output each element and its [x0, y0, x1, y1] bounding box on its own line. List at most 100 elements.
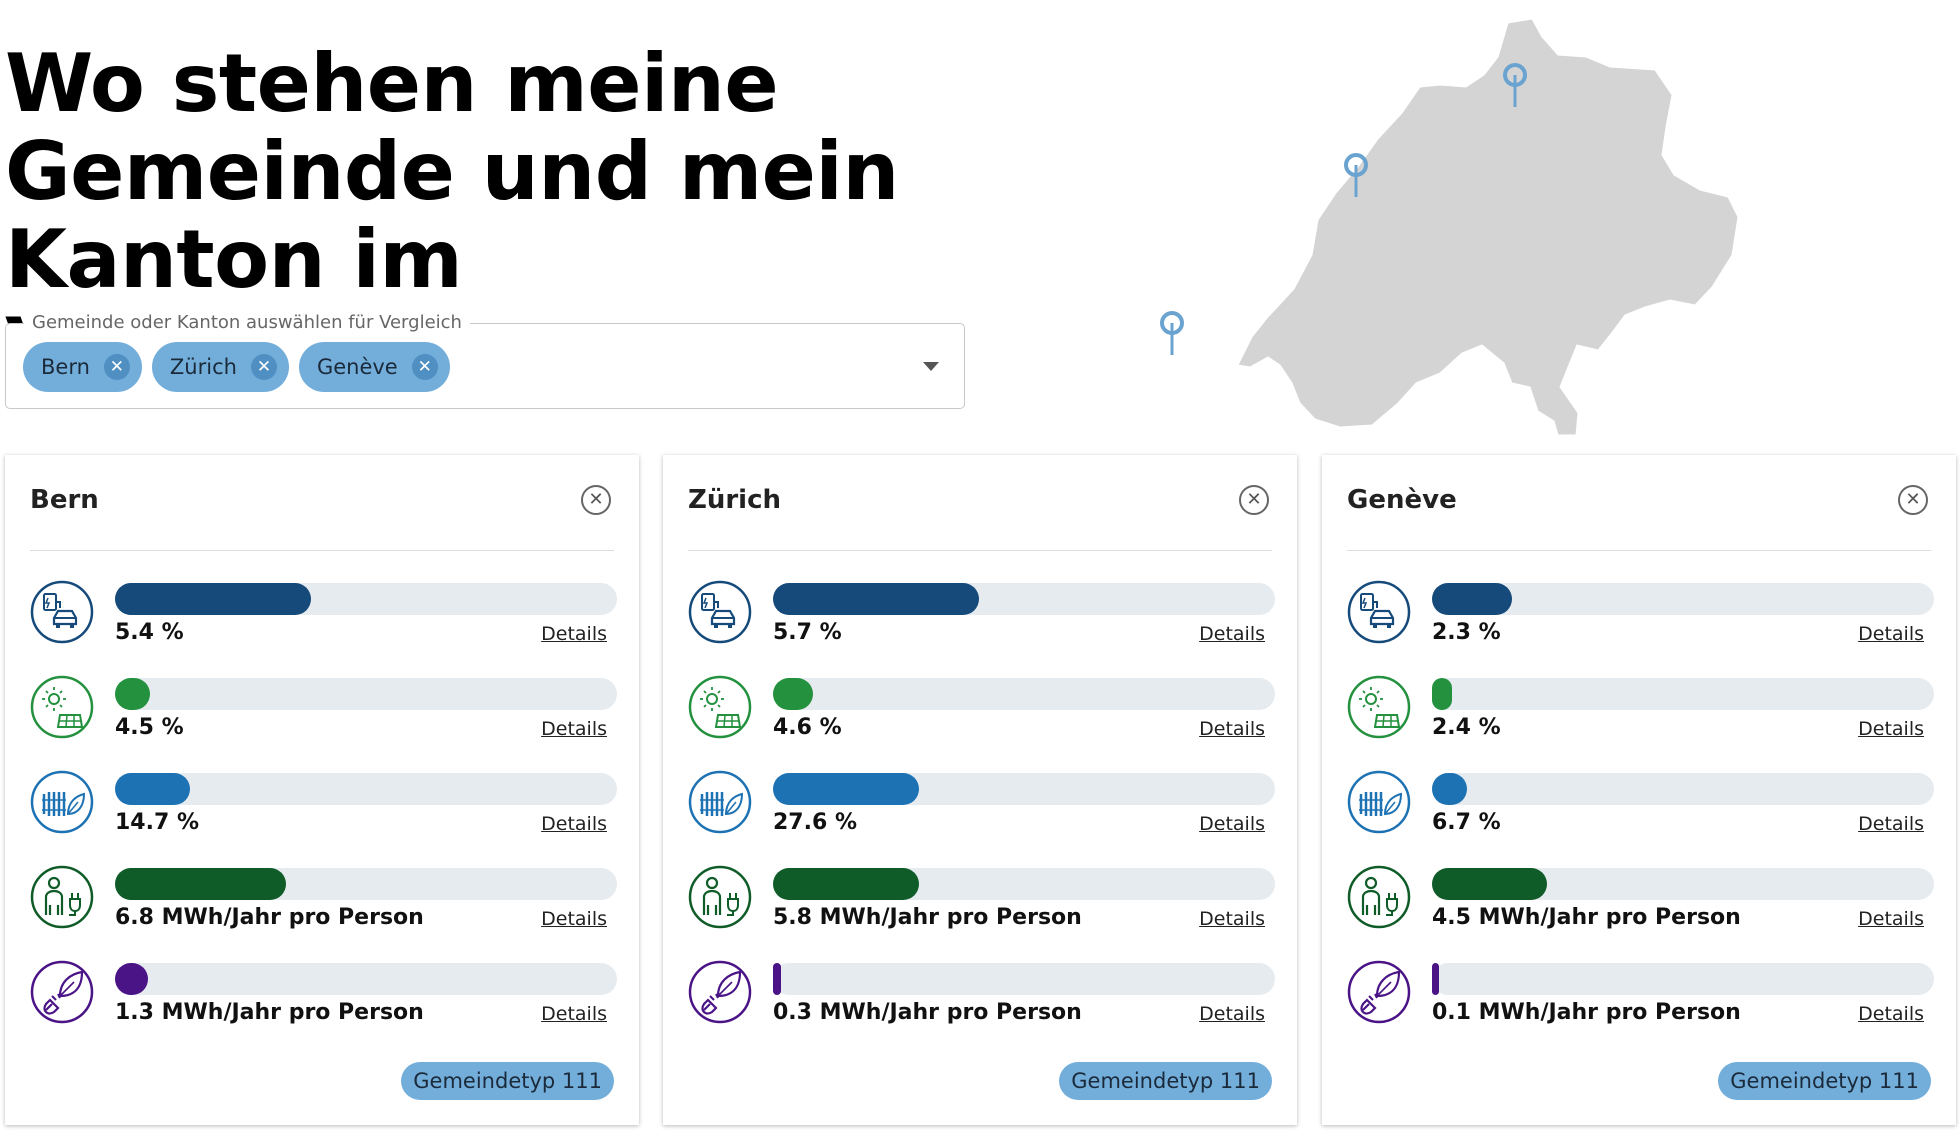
map-pin-geneve[interactable] — [1160, 311, 1184, 355]
progress-fill — [115, 963, 148, 995]
metric-value: 4.6 % — [773, 715, 842, 740]
solar-panel-icon — [30, 675, 94, 739]
chip-label: Genève — [316, 355, 398, 379]
progress-fill — [115, 583, 311, 615]
leaf-plug-icon — [30, 960, 94, 1024]
solar-panel-icon — [1347, 675, 1411, 739]
progress-track — [1432, 773, 1934, 805]
metric-value: 5.8 MWh/Jahr pro Person — [773, 905, 1082, 930]
details-link[interactable]: Details — [1858, 813, 1924, 835]
gemeindetyp-badge: Gemeindetyp 111 — [1059, 1062, 1272, 1100]
remove-chip-icon[interactable]: ✕ — [250, 354, 277, 380]
progress-fill — [773, 773, 919, 805]
renewable-heating-icon — [30, 770, 94, 834]
metric-value: 0.1 MWh/Jahr pro Person — [1432, 1000, 1741, 1025]
map-pin-bern[interactable] — [1344, 153, 1368, 197]
ev-charging-car-icon — [30, 580, 94, 644]
progress-track — [1432, 583, 1934, 615]
metric-solar: 4.5 % Details — [30, 675, 617, 755]
solar-panel-icon — [688, 675, 752, 739]
metric-renewable-heating: 14.7 % Details — [30, 770, 617, 850]
close-card-icon[interactable]: ✕ — [581, 485, 611, 515]
leaf-plug-icon — [688, 960, 752, 1024]
metric-value: 6.7 % — [1432, 810, 1501, 835]
progress-track — [1432, 678, 1934, 710]
gemeindetyp-badge: Gemeindetyp 111 — [401, 1062, 614, 1100]
details-link[interactable]: Details — [1199, 623, 1265, 645]
progress-fill — [1432, 773, 1467, 805]
details-link[interactable]: Details — [541, 718, 607, 740]
metric-renewable-electricity: 1.3 MWh/Jahr pro Person Details — [30, 960, 617, 1040]
chip-label: Zürich — [169, 355, 237, 379]
metric-value: 27.6 % — [773, 810, 857, 835]
progress-track — [115, 583, 617, 615]
progress-track — [115, 868, 617, 900]
metric-ev-charging: 5.7 % Details — [688, 580, 1275, 660]
card-header: Bern ✕ — [5, 455, 639, 555]
progress-track — [773, 868, 1275, 900]
card-title: Genève — [1347, 485, 1457, 515]
comparison-picker[interactable]: Gemeinde oder Kanton auswählen für Vergl… — [5, 310, 965, 409]
card-title: Zürich — [688, 485, 782, 515]
metric-value: 2.3 % — [1432, 620, 1501, 645]
card-title: Bern — [30, 485, 99, 515]
progress-track — [773, 583, 1275, 615]
close-card-icon[interactable]: ✕ — [1239, 485, 1269, 515]
progress-fill — [773, 963, 781, 995]
close-card-icon[interactable]: ✕ — [1898, 485, 1928, 515]
renewable-heating-icon — [688, 770, 752, 834]
metric-power-consumption: 4.5 MWh/Jahr pro Person Details — [1347, 865, 1934, 945]
progress-track — [115, 678, 617, 710]
progress-track — [773, 963, 1275, 995]
chip-zurich[interactable]: Zürich ✕ — [151, 342, 289, 392]
details-link[interactable]: Details — [1858, 1003, 1924, 1025]
progress-fill — [115, 868, 286, 900]
chip-bern[interactable]: Bern ✕ — [23, 342, 142, 392]
progress-fill — [115, 773, 190, 805]
details-link[interactable]: Details — [541, 1003, 607, 1025]
details-link[interactable]: Details — [1199, 908, 1265, 930]
metric-value: 1.3 MWh/Jahr pro Person — [115, 1000, 424, 1025]
metric-power-consumption: 6.8 MWh/Jahr pro Person Details — [30, 865, 617, 945]
person-power-plug-icon — [688, 865, 752, 929]
metric-renewable-electricity: 0.3 MWh/Jahr pro Person Details — [688, 960, 1275, 1040]
metric-value: 0.3 MWh/Jahr pro Person — [773, 1000, 1082, 1025]
chip-geneve[interactable]: Genève ✕ — [298, 342, 450, 392]
remove-chip-icon[interactable]: ✕ — [103, 354, 130, 380]
progress-fill — [1432, 868, 1547, 900]
progress-track — [115, 773, 617, 805]
progress-fill — [1432, 678, 1452, 710]
details-link[interactable]: Details — [1199, 1003, 1265, 1025]
metric-solar: 2.4 % Details — [1347, 675, 1934, 755]
details-link[interactable]: Details — [541, 813, 607, 835]
card-divider — [30, 550, 614, 551]
progress-track — [773, 678, 1275, 710]
metric-value: 4.5 MWh/Jahr pro Person — [1432, 905, 1741, 930]
progress-track — [115, 963, 617, 995]
progress-track — [1432, 963, 1934, 995]
comparison-card-3: Genève ✕ 2.3 % Details 2.4 % Details 6.7 % Deta… — [1322, 455, 1956, 1125]
card-header: Genève ✕ — [1322, 455, 1956, 555]
details-link[interactable]: Details — [541, 908, 607, 930]
progress-fill — [773, 583, 979, 615]
details-link[interactable]: Details — [1199, 718, 1265, 740]
details-link[interactable]: Details — [1858, 908, 1924, 930]
details-link[interactable]: Details — [541, 623, 607, 645]
metric-solar: 4.6 % Details — [688, 675, 1275, 755]
metric-value: 6.8 MWh/Jahr pro Person — [115, 905, 424, 930]
details-link[interactable]: Details — [1858, 623, 1924, 645]
comparison-card-2: Zürich ✕ 5.7 % Details 4.6 % Details 27.6 % Det… — [663, 455, 1297, 1125]
ev-charging-car-icon — [688, 580, 752, 644]
details-link[interactable]: Details — [1199, 813, 1265, 835]
map-pin-zurich[interactable] — [1503, 63, 1527, 107]
metric-value: 4.5 % — [115, 715, 184, 740]
gemeindetyp-badge: Gemeindetyp 111 — [1718, 1062, 1931, 1100]
comparison-card-1: Bern ✕ 5.4 % Details 4.5 % Details 14.7 % Detai… — [5, 455, 639, 1125]
remove-chip-icon[interactable]: ✕ — [411, 354, 438, 380]
dropdown-arrow-icon[interactable] — [923, 362, 939, 371]
leaf-plug-icon — [1347, 960, 1411, 1024]
metric-power-consumption: 5.8 MWh/Jahr pro Person Details — [688, 865, 1275, 945]
metric-value: 5.7 % — [773, 620, 842, 645]
card-header: Zürich ✕ — [663, 455, 1297, 555]
details-link[interactable]: Details — [1858, 718, 1924, 740]
